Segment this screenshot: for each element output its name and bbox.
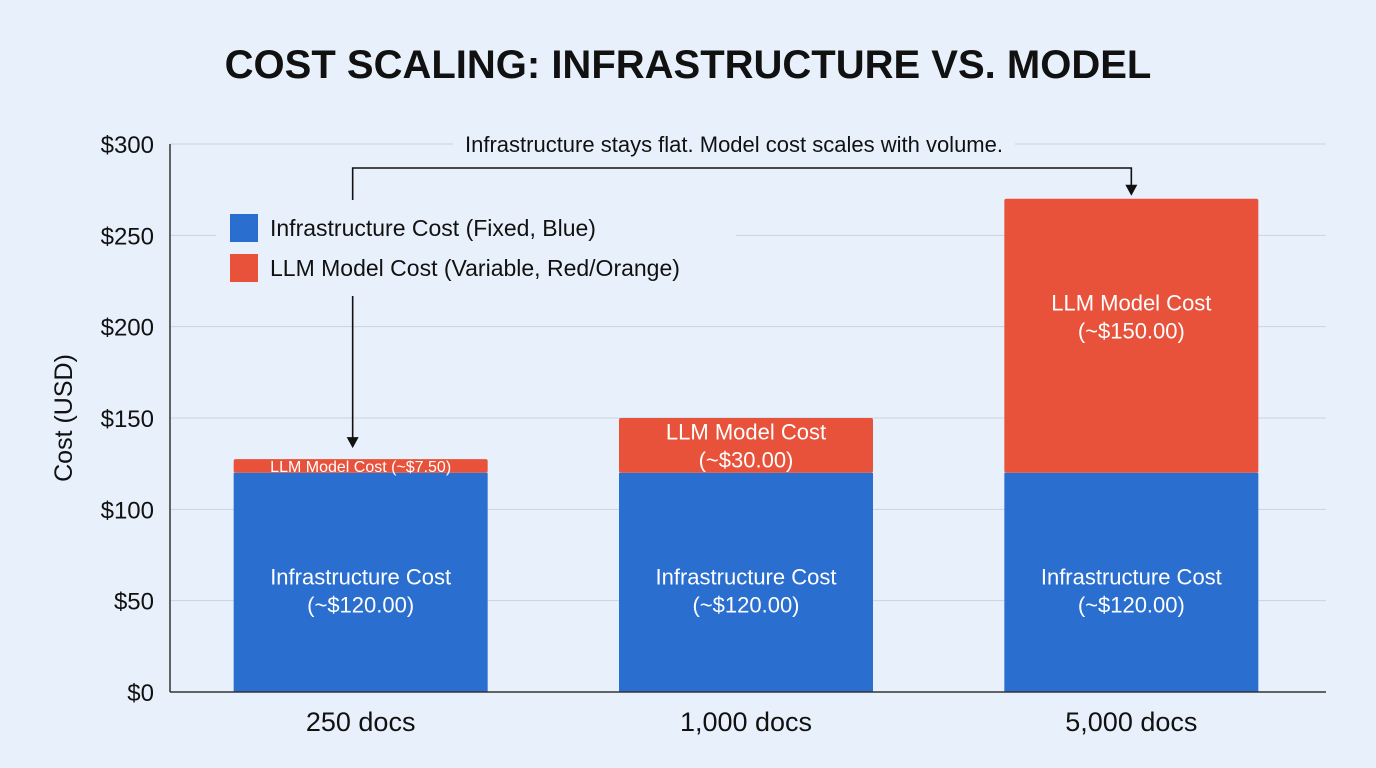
legend-swatch — [230, 214, 258, 242]
segment-label: LLM Model Cost — [1051, 291, 1211, 316]
arrowhead — [346, 437, 359, 449]
segment-label: Infrastructure Cost — [1041, 564, 1222, 589]
y-tick-label: $0 — [127, 680, 154, 707]
segment-label: (~$30.00) — [699, 447, 794, 472]
segment-label: LLM Model Cost — [666, 419, 826, 444]
segment-label: (~$120.00) — [307, 592, 414, 617]
legend-background — [216, 204, 736, 292]
legend-swatch — [230, 254, 258, 282]
segment-label: (~$120.00) — [1078, 592, 1185, 617]
y-tick-label: $100 — [101, 497, 154, 524]
arrow-to-third-bar — [351, 167, 1133, 200]
bar-layer — [233, 198, 1259, 692]
x-tick-label: 1,000 docs — [680, 707, 812, 737]
segment-label-layer: Infrastructure Cost (~$120.00) LLM Model C… — [270, 291, 1222, 618]
segment-label: LLM Model Cost (~$7.50) — [270, 459, 451, 476]
y-tick-label: $50 — [114, 589, 154, 616]
bar-segment — [233, 472, 488, 692]
bar-segment — [233, 459, 488, 473]
annotation: Infrastructure stays flat. Model cost sc… — [346, 130, 1138, 449]
y-tick-label: $300 — [101, 132, 154, 159]
annotation-text: Infrastructure stays flat. Model cost sc… — [465, 132, 1003, 157]
legend-label: LLM Model Cost (Variable, Red/Orange) — [270, 255, 680, 281]
y-tick-label: $150 — [101, 406, 154, 433]
annotation-background — [453, 130, 1015, 159]
segment-label: (~$120.00) — [692, 592, 799, 617]
legend: Infrastructure Cost (Fixed, Blue) LLM Mod… — [216, 204, 736, 292]
bar-segment — [619, 418, 873, 473]
bar-segment — [619, 472, 873, 692]
x-tick-label: 250 docs — [306, 707, 416, 737]
segment-label: Infrastructure Cost — [656, 564, 837, 589]
bar-segment — [1004, 198, 1259, 473]
segment-label: Infrastructure Cost — [270, 564, 451, 589]
y-axis-label: Cost (USD) — [50, 354, 78, 482]
axis-layer: $0 $50 $100 $150 $200 $250 $300 250 docs 1,000 d… — [101, 132, 1326, 737]
chart-title: COST SCALING: INFRASTRUCTURE VS. MODEL — [225, 43, 1152, 87]
x-tick-label: 5,000 docs — [1065, 707, 1197, 737]
segment-label: (~$150.00) — [1078, 319, 1185, 344]
y-tick-label: $200 — [101, 315, 154, 342]
legend-label: Infrastructure Cost (Fixed, Blue) — [270, 215, 596, 241]
bar-segment — [1004, 472, 1259, 692]
arrowhead — [1125, 184, 1138, 196]
y-tick-label: $250 — [101, 223, 154, 250]
